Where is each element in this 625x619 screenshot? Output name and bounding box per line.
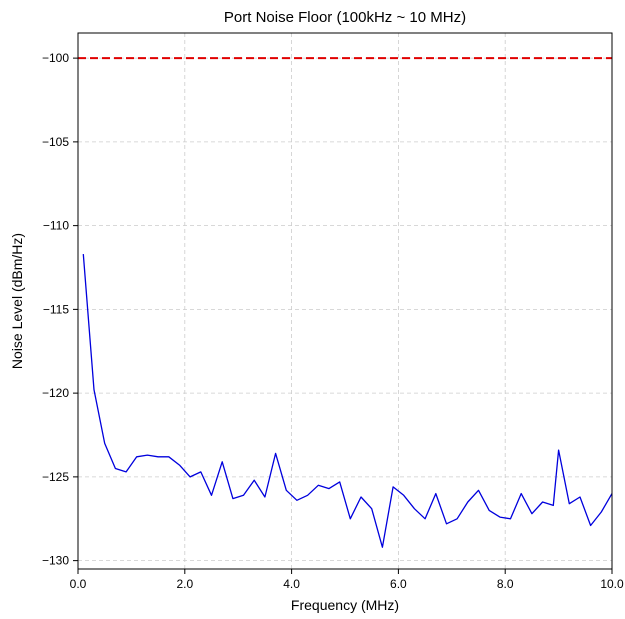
chart-title: Port Noise Floor (100kHz ~ 10 MHz) [224,9,466,26]
y-tick-label: −130 [42,554,69,568]
noise-series-line [82,254,613,548]
x-axis-ticks: 0.0 2.0 4.0 6.0 8.0 10.0 [70,569,624,591]
x-tick-label: 10.0 [600,577,624,591]
plot-frame [77,32,613,570]
y-tick-label: −105 [42,135,69,149]
y-tick-label: −115 [43,302,69,316]
y-axis-label: Noise Level (dBm/Hz) [9,233,25,369]
y-tick-label: −125 [42,470,69,484]
x-tick-label: 6.0 [390,577,407,591]
x-tick-label: 0.0 [70,577,87,591]
x-tick-label: 2.0 [176,577,193,591]
y-tick-label: −100 [42,51,69,65]
x-tick-label: 8.0 [497,577,514,591]
x-axis-label: Frequency (MHz) [291,597,399,613]
y-tick-label: −110 [43,219,69,233]
y-tick-label: −120 [42,386,69,400]
y-axis-ticks: −100 −105 −110 −115 −120 −125 −130 [42,51,78,568]
x-tick-label: 4.0 [283,577,300,591]
series-layer [82,254,613,548]
